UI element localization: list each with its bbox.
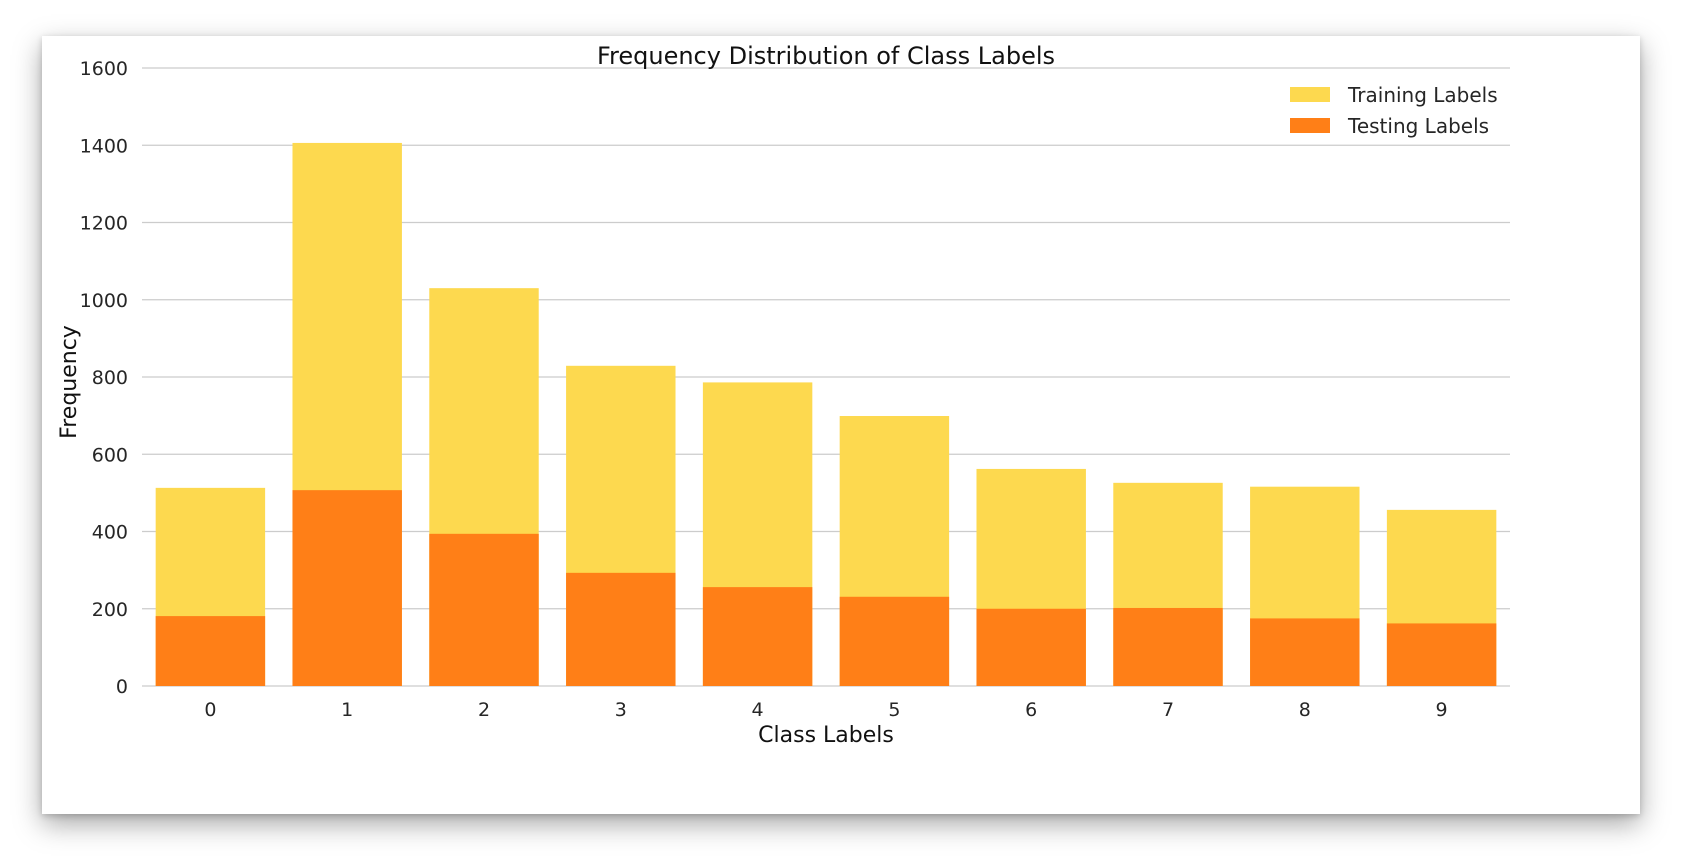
bar-1-testing [292,490,402,686]
chart-card: 0 200 400 600 800 1000 1200 1400 1600 0 1 2 3 4 5 6 7 8 9… [42,36,1640,814]
x-tick-label: 0 [204,699,216,721]
x-tick-label: 7 [1162,699,1174,721]
y-tick-label: 0 [116,676,128,698]
bar-4-testing [702,587,813,686]
bar-7-testing [1113,607,1223,686]
y-tick-label: 1400 [80,135,128,157]
x-tick-label: 5 [888,699,900,721]
bar-2-testing [429,533,539,686]
x-tick-label: 3 [615,699,627,721]
bar-9-testing [1386,623,1497,686]
chart-title: Frequency Distribution of Class Labels [597,42,1055,70]
y-tick-label: 200 [92,599,128,621]
bar-chart: 0 200 400 600 800 1000 1200 1400 1600 0 1 2 3 4 5 6 7 8 9… [57,42,1510,748]
x-tick-label: 1 [341,699,353,721]
legend-label: Testing Labels [1347,114,1489,138]
legend-swatch [1290,118,1330,133]
x-tick-label: 2 [478,699,490,721]
x-tick-label: 9 [1436,699,1448,721]
bar-3-testing [566,572,676,686]
bar-5-testing [839,596,950,686]
x-tick-label: 6 [1025,699,1037,721]
bar-6-testing [976,608,1086,686]
y-tick-label: 1000 [80,290,128,312]
y-tick-label: 800 [92,367,128,389]
legend: Training Labels Testing Labels [1290,83,1498,138]
legend-swatch [1290,87,1330,102]
y-tick-labels: 0 200 400 600 800 1000 1200 1400 1600 [80,58,128,698]
legend-label: Training Labels [1347,83,1498,107]
x-axis-label: Class Labels [758,723,894,748]
bars [155,142,1497,686]
y-tick-label: 1200 [80,213,128,235]
y-tick-label: 600 [92,444,128,466]
bar-0-testing [155,616,266,686]
x-tick-labels: 0 1 2 3 4 5 6 7 8 9 [204,699,1447,721]
y-tick-label: 400 [92,522,128,544]
series-1 [155,490,1497,686]
x-tick-label: 8 [1299,699,1311,721]
y-tick-label: 1600 [80,58,128,80]
x-tick-label: 4 [752,699,764,721]
bar-8-testing [1250,618,1360,686]
y-axis-label: Frequency [57,325,82,439]
